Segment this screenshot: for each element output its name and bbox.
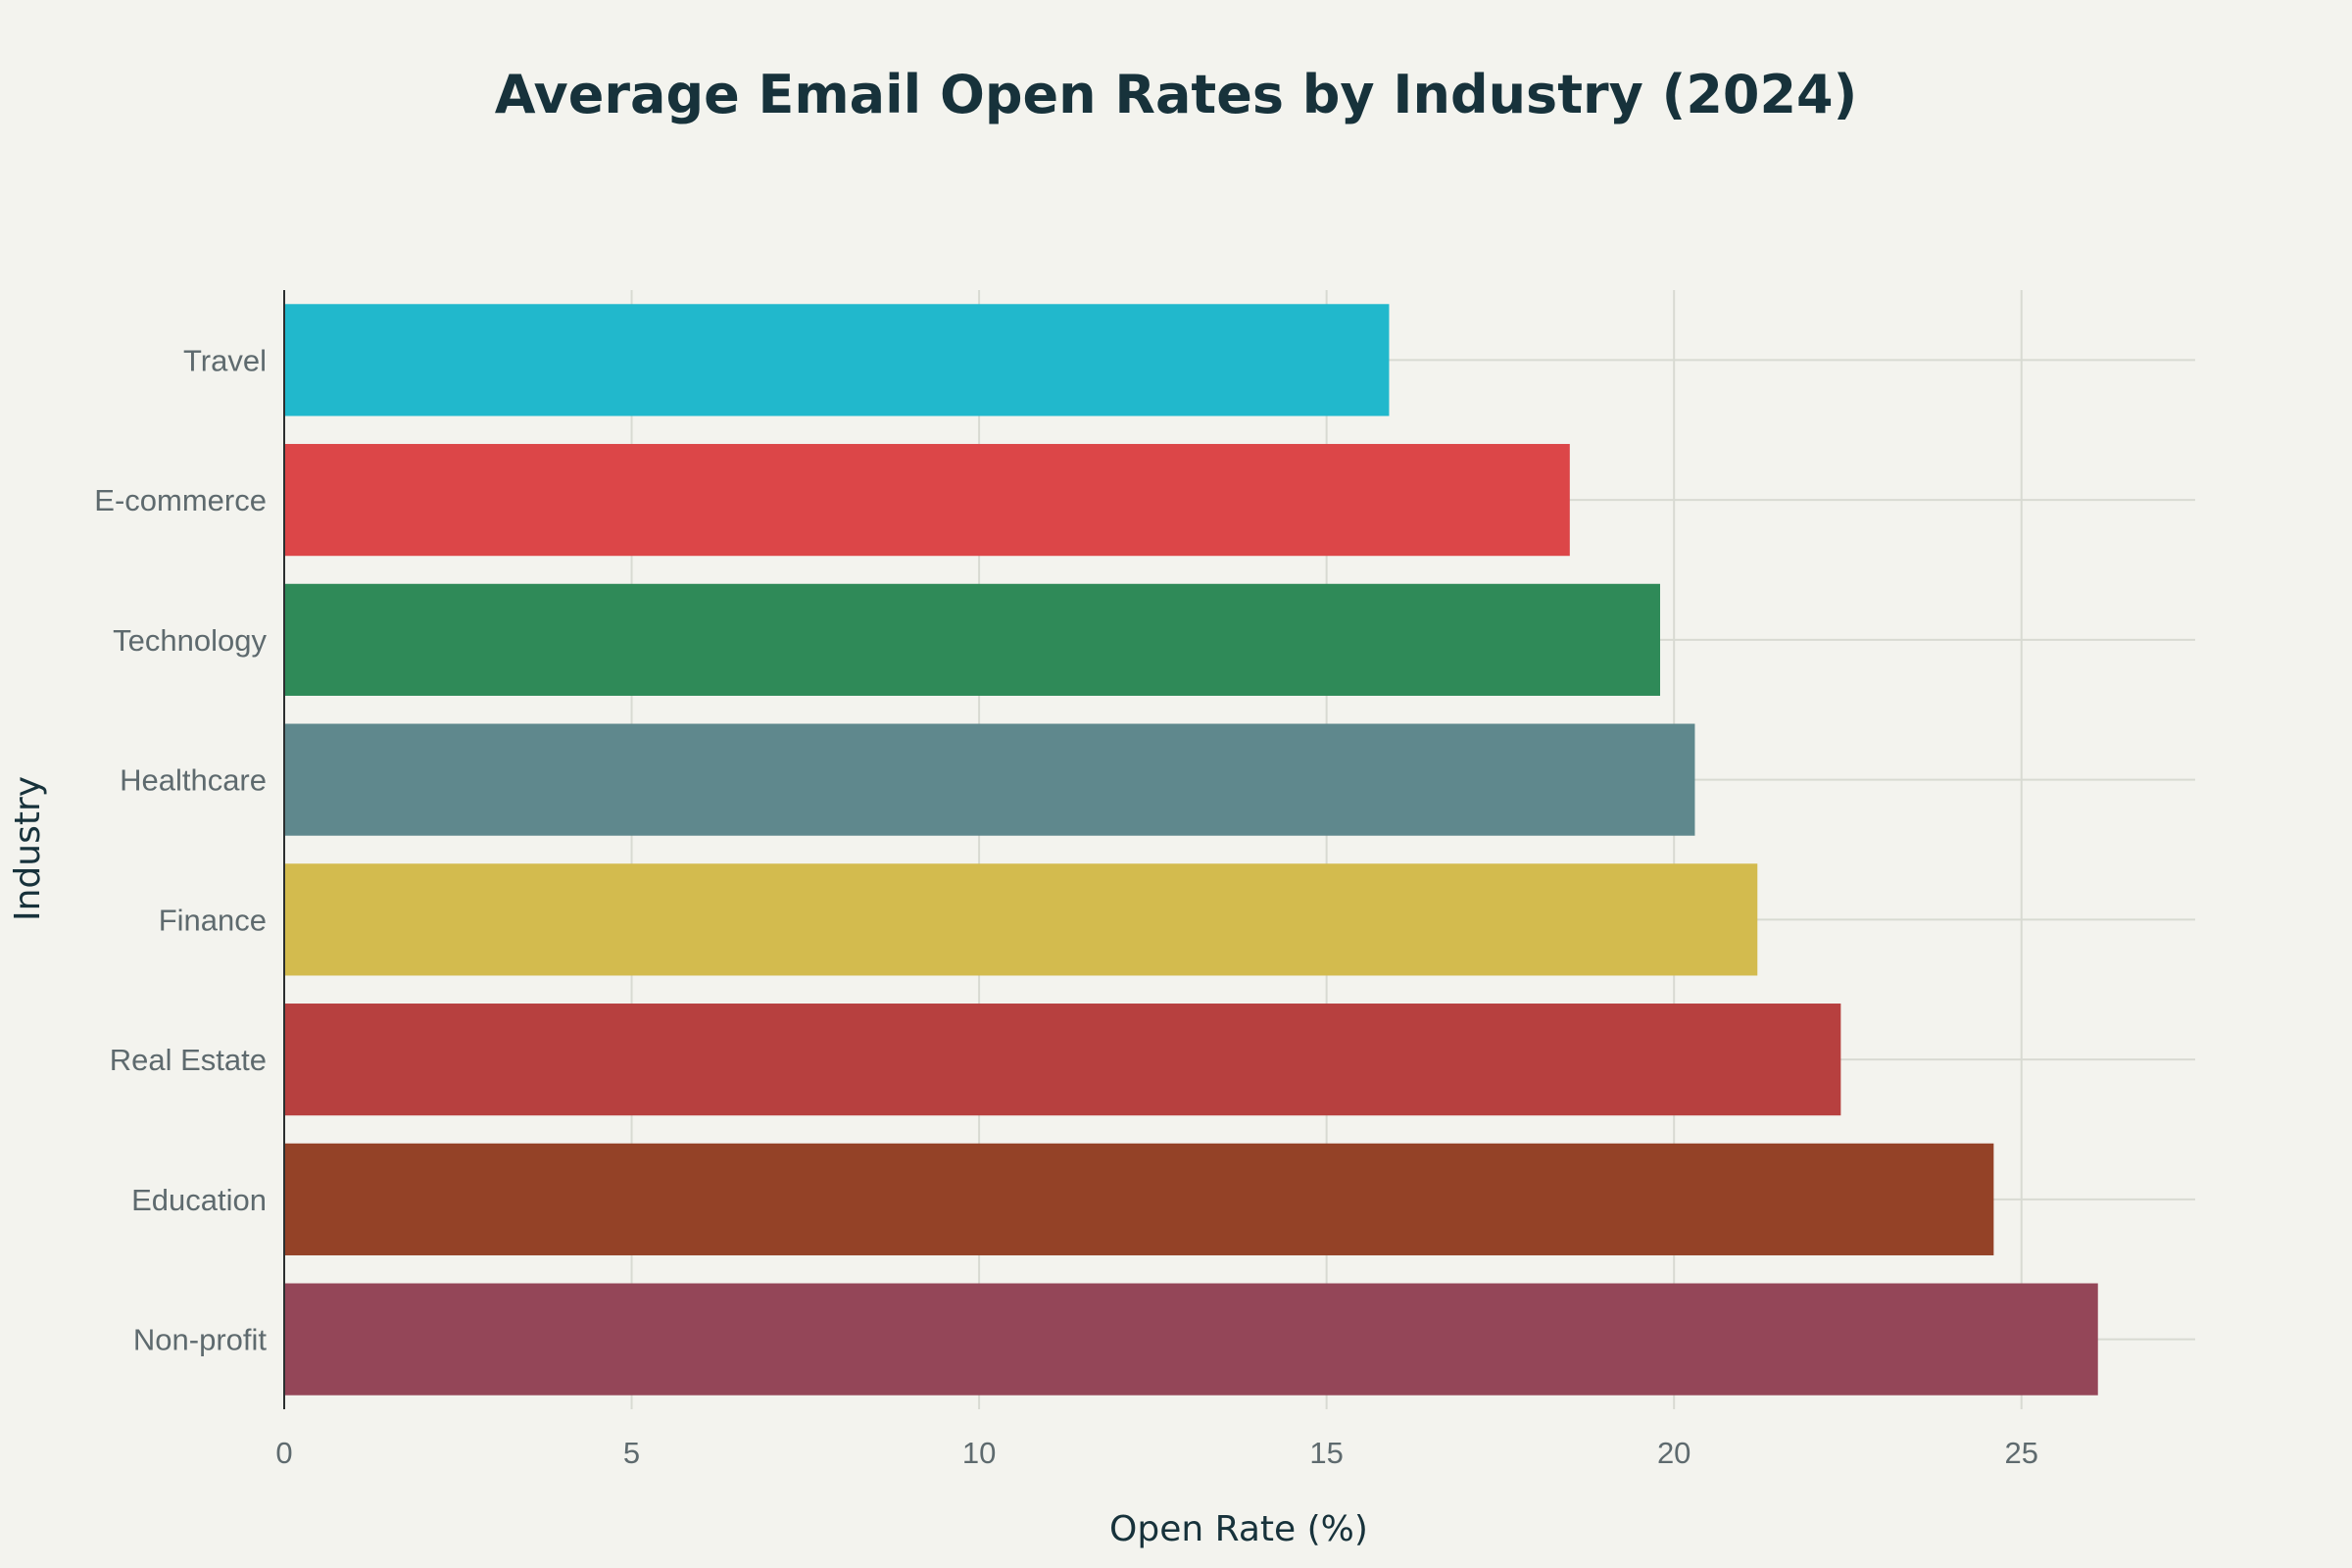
bar-healthcare <box>284 723 1695 836</box>
bar-e-commerce <box>284 444 1570 557</box>
y-tick-label: Technology <box>113 623 267 658</box>
y-tick-label: Real Estate <box>110 1043 267 1077</box>
chart-title: Average Email Open Rates by Industry (20… <box>495 64 1858 125</box>
bar-technology <box>284 583 1660 696</box>
x-tick-label: 20 <box>1657 1436 1690 1470</box>
y-tick-labels: Travel E-commerce Technology Healthcare Fina… <box>94 343 267 1356</box>
bar-real-estate <box>284 1004 1841 1116</box>
bars <box>284 304 2098 1396</box>
x-tick-label: 15 <box>1309 1436 1343 1470</box>
y-axis-title: Industry <box>8 776 48 921</box>
y-tick-label: Healthcare <box>120 763 267 798</box>
x-tick-label: 25 <box>2004 1436 2037 1470</box>
x-axis-title: Open Rate (%) <box>1109 1509 1368 1549</box>
x-tick-label: 0 <box>275 1436 292 1470</box>
bar-non-profit <box>284 1283 2098 1396</box>
y-tick-label: Education <box>131 1183 267 1217</box>
x-tick-labels: 0 5 10 15 20 25 <box>275 1436 2038 1470</box>
bar-education <box>284 1143 1994 1255</box>
x-tick-label: 5 <box>623 1436 640 1470</box>
y-tick-label: Non-profit <box>133 1323 267 1357</box>
y-tick-label: Finance <box>159 903 267 937</box>
bar-finance <box>284 863 1758 976</box>
x-tick-label: 10 <box>962 1436 996 1470</box>
bar-travel <box>284 304 1390 416</box>
y-tick-label: E-commerce <box>94 483 267 517</box>
y-tick-label: Travel <box>183 343 267 377</box>
